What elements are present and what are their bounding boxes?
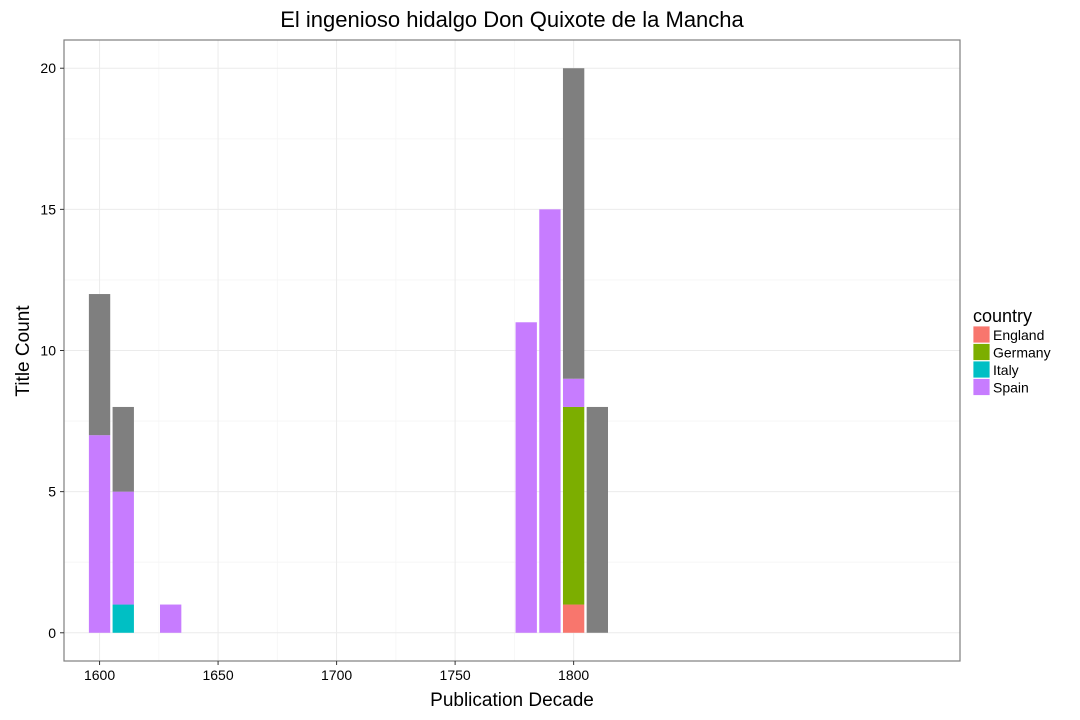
y-axis: 0 5 10 15 20 xyxy=(40,60,64,641)
chart-title: El ingenioso hidalgo Don Quixote de la M… xyxy=(280,7,744,32)
bar-segment xyxy=(88,294,111,436)
x-tick-label: 1750 xyxy=(440,667,471,683)
bar-segment xyxy=(160,604,182,633)
bar-segment xyxy=(112,491,134,605)
y-tick-label: 5 xyxy=(48,484,56,500)
legend-swatch xyxy=(972,378,991,396)
bars xyxy=(88,68,608,633)
x-tick-label: 1600 xyxy=(84,667,115,683)
x-axis: 1600 1650 1700 1750 1800 xyxy=(84,661,589,683)
legend-label: England xyxy=(993,327,1044,343)
legend-title: country xyxy=(973,306,1032,326)
bar-segment xyxy=(562,604,585,633)
bar-segment xyxy=(112,406,134,492)
bar-segment xyxy=(539,209,561,633)
bar-segment xyxy=(515,322,537,633)
x-tick-label: 1700 xyxy=(321,667,352,683)
bar-segment xyxy=(562,378,585,407)
legend-swatch xyxy=(972,325,991,344)
legend-label: Spain xyxy=(993,380,1029,396)
bar-segment xyxy=(112,604,134,633)
x-axis-label: Publication Decade xyxy=(430,690,594,711)
legend-swatch xyxy=(972,360,991,379)
legend-label: Italy xyxy=(993,362,1019,378)
bar-segment xyxy=(88,435,111,633)
y-tick-label: 0 xyxy=(48,625,56,641)
bar-segment xyxy=(562,68,585,379)
y-tick-label: 10 xyxy=(40,343,56,359)
bar-segment xyxy=(562,406,585,605)
y-tick-label: 20 xyxy=(40,60,56,76)
legend-swatch xyxy=(972,343,991,361)
grid xyxy=(64,40,960,661)
y-axis-label: Title Count xyxy=(13,305,34,397)
legend-label: Germany xyxy=(993,345,1051,361)
y-tick-label: 15 xyxy=(40,201,56,217)
x-tick-label: 1650 xyxy=(202,667,233,683)
bar-segment xyxy=(586,406,608,633)
x-tick-label: 1800 xyxy=(558,667,589,683)
